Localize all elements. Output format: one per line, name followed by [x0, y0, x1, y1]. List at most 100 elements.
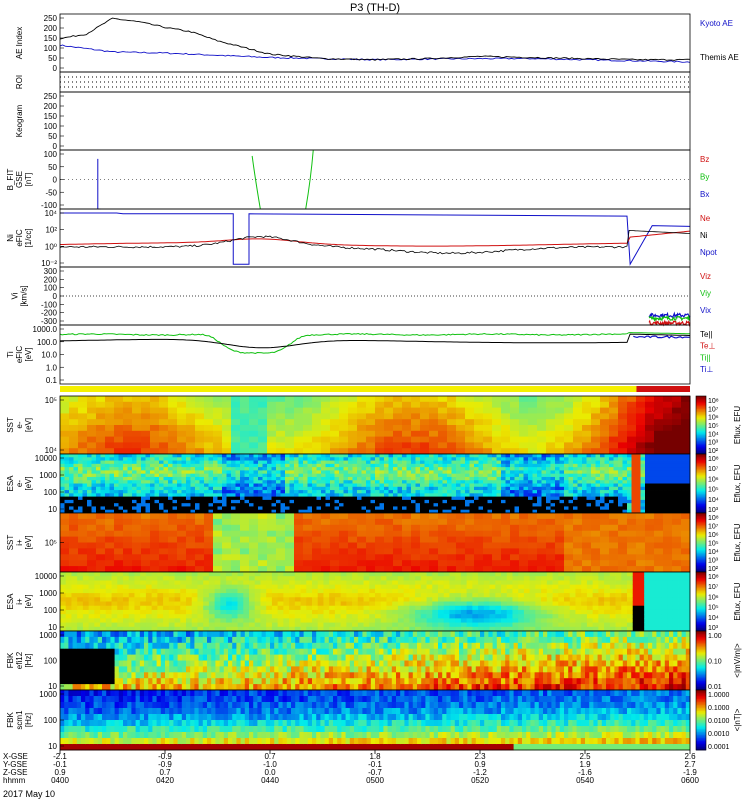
esa_i-cell	[140, 588, 147, 594]
sst_i-cell	[483, 518, 493, 526]
sst_e-cell	[177, 436, 187, 443]
esa_e-cell	[379, 476, 385, 481]
esa_e-cell	[154, 486, 160, 491]
esa_i-cell	[123, 605, 130, 611]
panel-ti-legend: Ti||	[700, 353, 711, 362]
esa_e-cell	[177, 509, 182, 514]
esa_e-cell	[393, 490, 398, 494]
esa_e-cell	[366, 483, 371, 488]
esa_i-cell	[105, 584, 112, 590]
esa_e-cell	[595, 470, 601, 475]
esa_e-cell	[87, 496, 92, 501]
esa_i-cell	[145, 580, 153, 586]
sst_e-cell	[186, 419, 196, 426]
sst_i-cell	[204, 530, 214, 537]
sst_i-cell	[267, 518, 277, 526]
sst_e-cell	[375, 396, 385, 403]
esa_e-cell	[555, 457, 560, 461]
esa_e-cell	[150, 454, 155, 458]
esa_e-cell	[127, 473, 133, 478]
sst_e-cell	[411, 436, 421, 443]
esa_e-cell	[141, 490, 146, 494]
esa_e-cell	[298, 467, 304, 471]
sst_i-cell	[672, 536, 682, 543]
sst_e-cell	[618, 442, 628, 449]
esa_e-cell	[541, 496, 547, 501]
esa_e-cell	[235, 476, 241, 481]
esa_i-cell	[403, 580, 410, 586]
esa_e-cell	[154, 454, 160, 458]
esa_i-cell	[340, 593, 347, 598]
esa_e-cell	[573, 457, 578, 461]
esa_i-cell	[294, 609, 301, 615]
esa_e-cell	[316, 496, 322, 501]
esa_e-cell	[298, 486, 304, 491]
sst_e-cell	[420, 436, 430, 443]
sst_e-cell	[564, 442, 574, 449]
sst_e-cell	[582, 442, 592, 449]
esa_e-cell	[294, 480, 299, 484]
esa_e-cell	[519, 463, 524, 468]
esa_i-cell	[60, 597, 67, 602]
esa_e-cell	[532, 486, 538, 491]
esa_e-cell	[429, 480, 434, 484]
esa_i-cell	[186, 588, 193, 594]
esa_e-cell	[469, 454, 475, 458]
sst_e-cell	[303, 401, 313, 408]
sst_e-cell	[609, 413, 619, 420]
sst_e-cell	[267, 430, 277, 437]
esa_e-cell	[577, 457, 583, 461]
sst_i-cell	[195, 530, 205, 537]
esa_e-cell	[163, 483, 169, 488]
esa_e-cell	[402, 480, 407, 484]
sst_e-cell	[114, 407, 124, 414]
sst_e-cell	[573, 448, 583, 455]
esa_e-cell	[217, 473, 223, 478]
esa_i-cell	[409, 605, 416, 611]
sst_e-cell	[609, 407, 619, 414]
esa_e-cell	[685, 460, 691, 465]
sst_i-cell	[267, 513, 277, 520]
sst_i-cell	[402, 518, 412, 526]
esa_i-cell	[174, 601, 181, 607]
esa_e-cell	[523, 454, 529, 458]
esa_e-cell	[685, 490, 691, 494]
esa_e-cell	[604, 470, 610, 475]
esa_e-cell	[168, 506, 173, 511]
esa_i-cell	[289, 601, 296, 607]
esa_e-cell	[78, 457, 83, 461]
esa_i-cell	[380, 614, 387, 619]
esa_e-cell	[393, 470, 398, 475]
esa_e-cell	[474, 460, 479, 465]
esa_e-cell	[208, 470, 214, 475]
esa_e-cell	[591, 473, 596, 478]
sst_e-cell	[510, 436, 520, 443]
sst_e-cell	[132, 442, 142, 449]
esa_i-cell	[94, 614, 101, 619]
esa_e-cell	[244, 457, 250, 461]
esa_e-cell	[496, 467, 502, 471]
esa_e-cell	[258, 476, 263, 481]
sst_i-cell	[249, 560, 259, 567]
esa_e-cell	[424, 463, 430, 468]
esa_e-cell	[298, 490, 304, 494]
sst_i-cell	[330, 524, 340, 532]
esa_e-cell	[190, 493, 196, 498]
esa_e-cell	[244, 473, 250, 478]
esa_e-cell	[316, 490, 322, 494]
esa_e-cell	[195, 476, 200, 481]
sst_e-cell	[537, 401, 547, 408]
esa_e-cell	[600, 483, 605, 488]
esa_e-cell	[276, 463, 281, 468]
sst_e-cell	[339, 413, 349, 420]
esa_e-cell	[114, 493, 119, 498]
esa_e-cell	[604, 480, 610, 484]
esa_e-cell	[559, 503, 565, 507]
esa_e-cell	[186, 503, 191, 507]
esa_i-cell	[134, 622, 141, 628]
esa_e-cell	[474, 499, 479, 504]
sst_e-cell	[654, 401, 664, 408]
esa_e-cell	[136, 486, 142, 491]
esa_i-cell	[289, 609, 296, 615]
esa_i-cell	[100, 593, 107, 598]
